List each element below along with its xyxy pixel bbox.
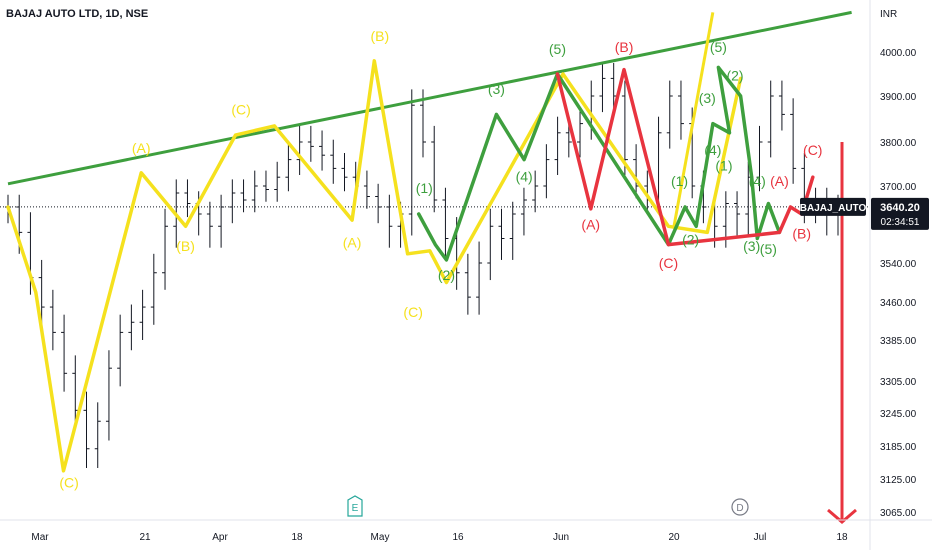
wave-label: (C) bbox=[803, 142, 822, 158]
wave-label: (3) bbox=[699, 90, 716, 106]
y-tick-label: 3460.00 bbox=[880, 298, 917, 309]
earnings-icon: E bbox=[347, 495, 363, 517]
wave-red bbox=[555, 67, 815, 247]
wave-label: (C) bbox=[59, 474, 78, 490]
wave-label: (C) bbox=[403, 304, 422, 320]
label-layer: (C)(A)(B)(C)(A)(B)(C)(1)(2)(3)(4)(5)(2)(… bbox=[59, 28, 822, 517]
y-tick-label: 3245.00 bbox=[880, 409, 917, 420]
x-tick-label: 21 bbox=[139, 532, 151, 543]
wave-yellow bbox=[6, 59, 743, 473]
earnings-badge bbox=[347, 495, 363, 517]
wave-label: (4) bbox=[749, 173, 766, 189]
wave-label: (A) bbox=[132, 140, 151, 156]
wave-label: (3) bbox=[488, 81, 505, 97]
wave-label: (2) bbox=[682, 232, 699, 248]
x-tick-label: May bbox=[371, 532, 390, 543]
wave-label: (4) bbox=[516, 169, 533, 185]
wave-label: (1) bbox=[715, 158, 732, 174]
wave-label: (A) bbox=[343, 235, 362, 251]
wave-label: (B) bbox=[615, 39, 634, 55]
x-tick-label: 18 bbox=[291, 532, 303, 543]
wave-label: (5) bbox=[549, 41, 566, 57]
y-tick-label: 3125.00 bbox=[880, 475, 917, 486]
candle-layer bbox=[5, 63, 841, 468]
wave-label: (4) bbox=[704, 142, 721, 158]
y-tick-label: 4000.00 bbox=[880, 48, 917, 59]
wave-layer bbox=[6, 10, 857, 524]
y-tick-label: 3700.00 bbox=[880, 182, 917, 193]
x-tick-label: Apr bbox=[212, 532, 228, 543]
event-label: E bbox=[352, 503, 359, 514]
symbol-badge-text: BAJAJ_AUTO bbox=[800, 203, 867, 214]
y-tick-label: 3800.00 bbox=[880, 138, 917, 149]
symbol-badge: BAJAJ_AUTO bbox=[800, 197, 867, 216]
wave-label: (5) bbox=[710, 39, 727, 55]
wave-label: (B) bbox=[176, 238, 195, 254]
dividend-badge bbox=[731, 498, 749, 516]
wave-label: (5) bbox=[760, 241, 777, 257]
x-tick-label: Jul bbox=[754, 532, 767, 543]
event-label: D bbox=[736, 503, 743, 514]
projection-arrow-head bbox=[827, 508, 857, 524]
y-tick-label: 3900.00 bbox=[880, 92, 917, 103]
wave-label: (A) bbox=[770, 173, 789, 189]
x-tick-label: Jun bbox=[553, 532, 569, 543]
wave-label: (2) bbox=[726, 68, 743, 84]
y-tick-label: 3540.00 bbox=[880, 259, 917, 270]
wave-label: (B) bbox=[792, 226, 811, 242]
price-badge: 3640.20 02:34:51 bbox=[871, 197, 929, 230]
y-tick-label: 3305.00 bbox=[880, 377, 917, 388]
wave-label: (A) bbox=[581, 216, 600, 232]
wave-label: (C) bbox=[231, 101, 250, 117]
x-tick-label: 20 bbox=[668, 532, 680, 543]
y-tick-label: 3385.00 bbox=[880, 336, 917, 347]
currency-label: INR bbox=[880, 9, 897, 20]
wave-label: (3) bbox=[743, 238, 760, 254]
price-badge-box bbox=[871, 197, 929, 230]
x-tick-label: 18 bbox=[836, 532, 848, 543]
trendline bbox=[7, 10, 852, 186]
wave-green bbox=[416, 65, 782, 262]
wave-label: (2) bbox=[438, 267, 455, 283]
price-badge-countdown: 02:34:51 bbox=[881, 217, 920, 228]
x-tick-label: 16 bbox=[452, 532, 464, 543]
wave-label: (B) bbox=[371, 28, 390, 44]
yellow-breakout-line bbox=[672, 12, 715, 227]
y-tick-label: 3065.00 bbox=[880, 508, 917, 519]
y-tick-label: 3185.00 bbox=[880, 442, 917, 453]
price-badge-value: 3640.20 bbox=[880, 202, 920, 214]
wave-label: (C) bbox=[659, 255, 678, 271]
dividend-icon: D bbox=[731, 498, 749, 516]
symbol-badge-box bbox=[800, 197, 866, 216]
wave-label: (1) bbox=[671, 173, 688, 189]
x-tick-label: Mar bbox=[31, 532, 49, 543]
wave-label: (1) bbox=[416, 180, 433, 196]
ticker-title: BAJAJ AUTO LTD, 1D, NSE bbox=[6, 8, 149, 20]
